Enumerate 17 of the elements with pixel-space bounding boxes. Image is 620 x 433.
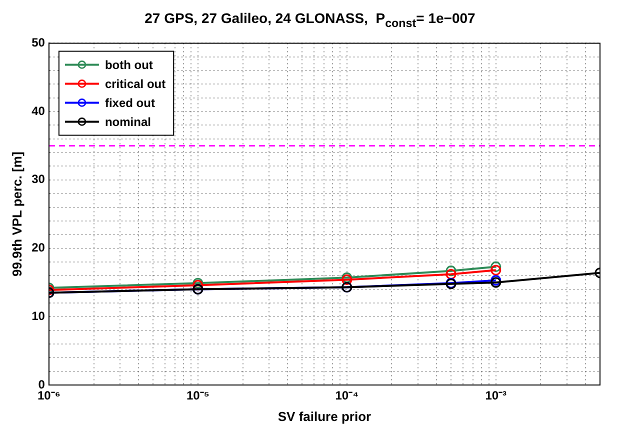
x-tick-label: 10⁻⁵	[186, 388, 210, 403]
y-tick-label: 0	[38, 377, 46, 392]
legend-label: critical out	[104, 77, 166, 92]
x-axis-title: SV failure prior	[278, 408, 372, 424]
y-tick-label: 50	[32, 36, 46, 50]
x-tick-label: 10⁻⁴	[335, 388, 359, 403]
y-tick-label: 20	[32, 240, 46, 255]
y-tick-label: 30	[32, 172, 46, 186]
legend-label: fixed out	[104, 96, 155, 110]
x-tick-label: 10⁻⁶	[38, 388, 60, 403]
y-tick-label: 40	[32, 104, 46, 118]
legend-label: both out	[104, 58, 153, 72]
y-axis-title: 99.9th VPL perc. [m]	[9, 152, 24, 276]
legend-label: nominal	[104, 115, 151, 130]
chart-title: 27 GPS, 27 Galileo, 24 GLONASS, P$_{const}$= 1e−007	[144, 9, 476, 32]
y-tick-label: 10	[32, 308, 46, 323]
x-tick-label: 10⁻³	[485, 388, 507, 403]
